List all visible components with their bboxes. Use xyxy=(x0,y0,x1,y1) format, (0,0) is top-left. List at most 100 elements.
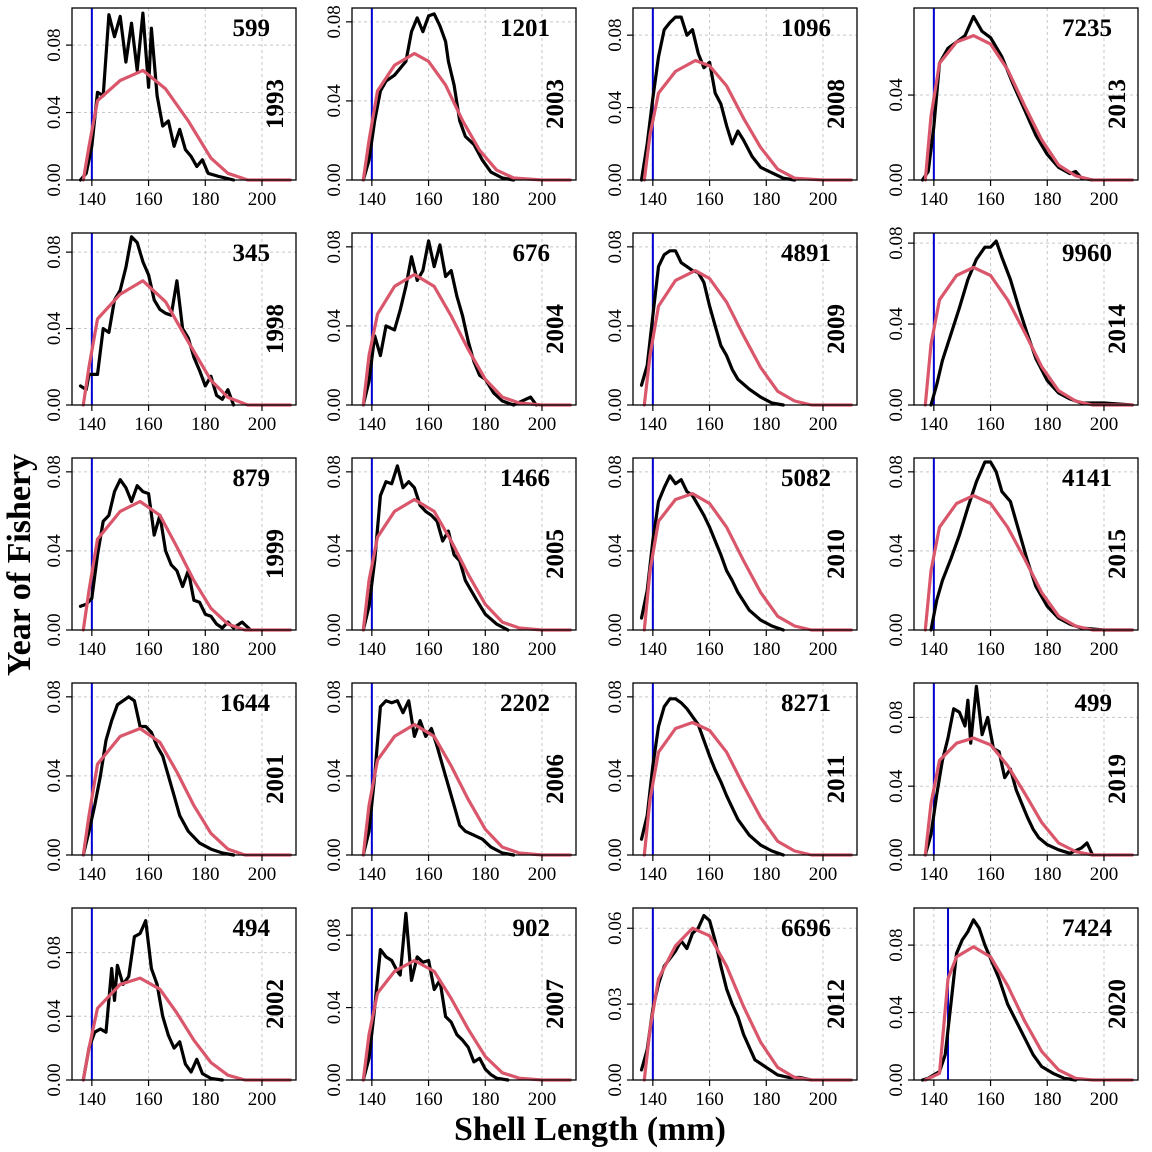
year-label: 2010 xyxy=(823,529,850,579)
x-tick-label: 140 xyxy=(358,864,387,885)
fitted-line xyxy=(642,58,853,182)
x-tick-label: 180 xyxy=(471,189,500,210)
x-tick-label: 180 xyxy=(191,189,220,210)
y-tick-label: 0.04 xyxy=(44,534,65,568)
sample-size-label: 7424 xyxy=(1062,915,1113,942)
x-tick-label: 200 xyxy=(528,1089,557,1110)
observed-line xyxy=(361,12,516,182)
fitted-line xyxy=(81,976,292,1082)
panel-2007: 140 160 180 200 0.00 0.04 0.08 902 2007 xyxy=(324,907,577,1110)
x-tick-label: 200 xyxy=(1090,414,1119,435)
x-tick-label: 180 xyxy=(1033,864,1062,885)
x-tick-label: 160 xyxy=(134,639,163,660)
y-tick-label: 0.04 xyxy=(44,311,65,345)
y-tick-label: 0.00 xyxy=(605,163,626,196)
x-tick-label: 160 xyxy=(695,639,724,660)
y-tick-label: 0.00 xyxy=(605,388,626,421)
y-tick-label: 0.04 xyxy=(324,759,345,793)
y-tick-label: 0.00 xyxy=(324,163,345,196)
x-tick-label: 200 xyxy=(248,864,277,885)
y-tick-label: 0.00 xyxy=(44,1063,65,1096)
sample-size-label: 676 xyxy=(513,240,551,267)
observed-line xyxy=(81,919,224,1082)
sample-size-label: 8271 xyxy=(781,690,831,717)
plot-frame xyxy=(913,457,1139,631)
fitted-line xyxy=(361,497,572,632)
plot-frame xyxy=(913,232,1139,406)
observed-line xyxy=(78,11,236,182)
year-label: 2005 xyxy=(542,529,569,579)
fitted-line xyxy=(923,265,1134,407)
x-tick-label: 200 xyxy=(1090,189,1119,210)
sample-size-label: 6696 xyxy=(781,915,831,942)
x-tick-label: 160 xyxy=(695,864,724,885)
panel-2012: 140 160 180 200 0.00 0.03 0.06 6696 2012 xyxy=(605,907,858,1110)
y-tick-label: 0.04 xyxy=(324,990,345,1024)
x-tick-label: 180 xyxy=(1033,1089,1062,1110)
x-tick-label: 200 xyxy=(1090,1089,1119,1110)
fitted-line xyxy=(642,492,853,632)
y-tick-label: 0.04 xyxy=(324,534,345,568)
panel-2020: 140 160 180 200 0.00 0.04 0.08 7424 2020 xyxy=(886,907,1139,1110)
year-label: 2006 xyxy=(542,754,569,804)
x-tick-label: 140 xyxy=(78,1089,107,1110)
year-label: 2012 xyxy=(823,979,850,1029)
y-tick-label: 0.08 xyxy=(886,226,907,259)
y-tick-label: 0.00 xyxy=(886,388,907,421)
y-tick-label: 0.00 xyxy=(324,388,345,421)
fitted-line xyxy=(361,722,572,857)
x-tick-label: 180 xyxy=(471,414,500,435)
x-tick-label: 160 xyxy=(414,414,443,435)
plot-frame xyxy=(632,457,858,631)
x-tick-label: 160 xyxy=(414,864,443,885)
y-tick-label: 0.00 xyxy=(605,613,626,646)
year-label: 1998 xyxy=(262,304,289,354)
y-tick-label: 0.00 xyxy=(324,838,345,871)
y-tick-label: 0.08 xyxy=(324,455,345,488)
y-tick-label: 0.08 xyxy=(44,455,65,488)
observed-line xyxy=(361,911,510,1082)
y-tick-label: 0.04 xyxy=(886,769,907,803)
x-tick-label: 140 xyxy=(639,864,668,885)
year-label: 2007 xyxy=(542,979,569,1029)
plot-frame xyxy=(351,457,577,631)
fitted-line xyxy=(81,499,292,632)
y-tick-label: 0.00 xyxy=(886,838,907,871)
x-tick-label: 200 xyxy=(809,1089,838,1110)
x-tick-label: 160 xyxy=(134,1089,163,1110)
x-tick-label: 200 xyxy=(248,414,277,435)
x-tick-label: 160 xyxy=(695,1089,724,1110)
plot-frame xyxy=(71,457,297,631)
y-tick-label: 0.03 xyxy=(605,987,626,1020)
y-tick-label: 0.00 xyxy=(886,163,907,196)
plot-frame xyxy=(71,7,297,181)
plot-frame xyxy=(913,7,1139,181)
x-tick-label: 180 xyxy=(752,414,781,435)
y-tick-label: 0.04 xyxy=(44,999,65,1033)
observed-line xyxy=(361,699,516,857)
observed-line xyxy=(639,249,785,407)
y-tick-label: 0.04 xyxy=(44,759,65,793)
panel-2006: 140 160 180 200 0.00 0.04 0.08 2202 2006 xyxy=(324,680,577,885)
y-tick-label: 0.04 xyxy=(605,90,626,124)
year-label: 2015 xyxy=(1104,529,1131,579)
plot-frame xyxy=(351,232,577,406)
fitted-line xyxy=(361,272,572,407)
fitted-line xyxy=(361,958,572,1082)
y-tick-label: 0.08 xyxy=(605,455,626,488)
x-tick-label: 180 xyxy=(191,1089,220,1110)
x-tick-label: 200 xyxy=(809,414,838,435)
x-tick-label: 160 xyxy=(976,1089,1005,1110)
x-tick-label: 200 xyxy=(809,189,838,210)
y-tick-label: 0.06 xyxy=(605,912,626,945)
sample-size-label: 1644 xyxy=(220,690,271,717)
sample-size-label: 1201 xyxy=(500,15,550,42)
fitted-line xyxy=(81,279,292,407)
x-tick-label: 160 xyxy=(134,414,163,435)
y-tick-label: 0.00 xyxy=(605,1063,626,1096)
y-tick-label: 0.08 xyxy=(324,680,345,713)
y-tick-label: 0.08 xyxy=(324,230,345,263)
y-tick-label: 0.00 xyxy=(44,388,65,421)
sample-size-label: 2202 xyxy=(500,690,550,717)
x-tick-label: 180 xyxy=(752,864,781,885)
